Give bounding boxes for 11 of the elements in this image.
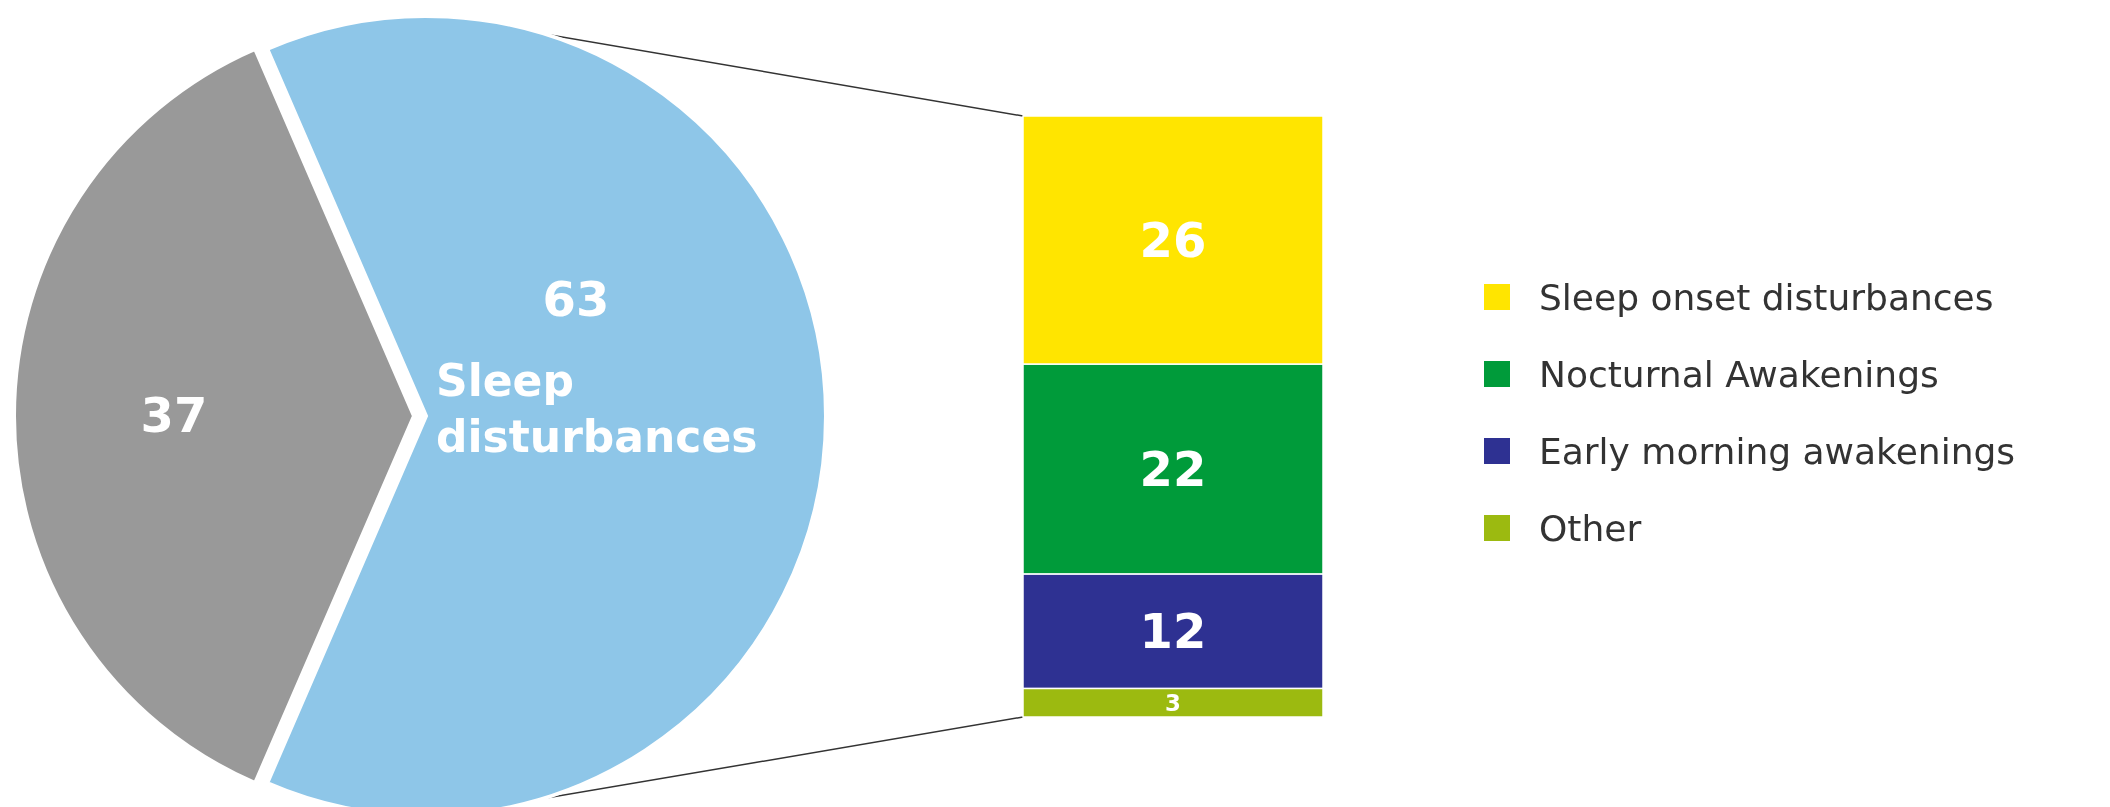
data-label: 12 <box>1139 603 1207 660</box>
legend-label: Other <box>1539 508 1642 549</box>
data-label: 37 <box>140 387 208 443</box>
slice-label: Sleep disturbances <box>436 355 758 462</box>
data-label: 26 <box>1139 212 1207 269</box>
text: Sleep onset disturbances <box>1539 277 1994 318</box>
data-label: 3 <box>1165 689 1181 716</box>
data-label: 22 <box>1139 440 1207 497</box>
legend-label: Nocturnal Awakenings <box>1539 354 1939 395</box>
data-label: 63 <box>542 271 610 327</box>
legend-label: Early morning awakenings <box>1539 431 2016 472</box>
